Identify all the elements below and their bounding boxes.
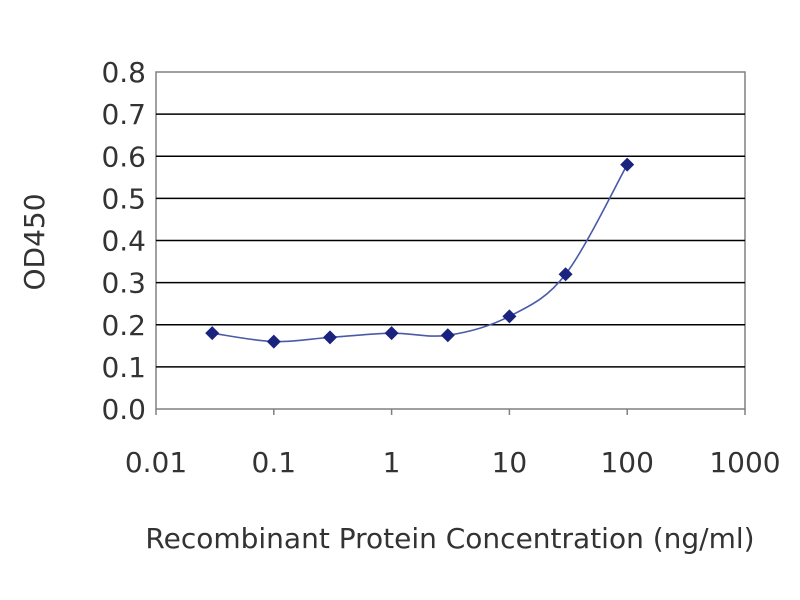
gridlines bbox=[156, 113, 745, 368]
data-points bbox=[205, 157, 635, 349]
data-point bbox=[205, 326, 220, 341]
y-tick-label: 0.1 bbox=[101, 351, 146, 384]
data-point bbox=[558, 267, 573, 282]
x-tick-label: 1000 bbox=[709, 446, 780, 479]
x-tick-label: 10 bbox=[492, 446, 528, 479]
x-axis bbox=[155, 409, 746, 415]
x-tick-label: 100 bbox=[600, 446, 653, 479]
y-axis-title: OD450 bbox=[18, 193, 51, 290]
y-tick-label: 0.8 bbox=[101, 56, 146, 89]
y-tick-label: 0.4 bbox=[101, 225, 146, 258]
y-tick-label: 0.3 bbox=[101, 267, 146, 300]
data-point bbox=[384, 326, 399, 341]
y-tick-label: 0.0 bbox=[101, 393, 146, 426]
y-tick-labels: 0.0 0.1 0.2 0.3 0.4 0.5 0.6 0.7 0.8 bbox=[101, 56, 146, 426]
data-point bbox=[440, 328, 455, 343]
data-point bbox=[266, 334, 281, 349]
x-tick-label: 0.01 bbox=[125, 446, 187, 479]
data-point bbox=[323, 330, 338, 345]
x-axis-title: Recombinant Protein Concentration (ng/ml… bbox=[145, 522, 754, 555]
x-tick-label: 0.1 bbox=[252, 446, 297, 479]
y-tick-label: 0.2 bbox=[101, 309, 146, 342]
data-point bbox=[502, 309, 517, 324]
data-point bbox=[620, 157, 635, 172]
x-tick-label: 1 bbox=[383, 446, 401, 479]
y-tick-label: 0.5 bbox=[101, 182, 146, 215]
y-tick-label: 0.6 bbox=[101, 140, 146, 173]
y-tick-label: 0.7 bbox=[101, 98, 146, 131]
x-tick-labels: 0.01 0.1 1 10 100 1000 bbox=[125, 446, 781, 479]
